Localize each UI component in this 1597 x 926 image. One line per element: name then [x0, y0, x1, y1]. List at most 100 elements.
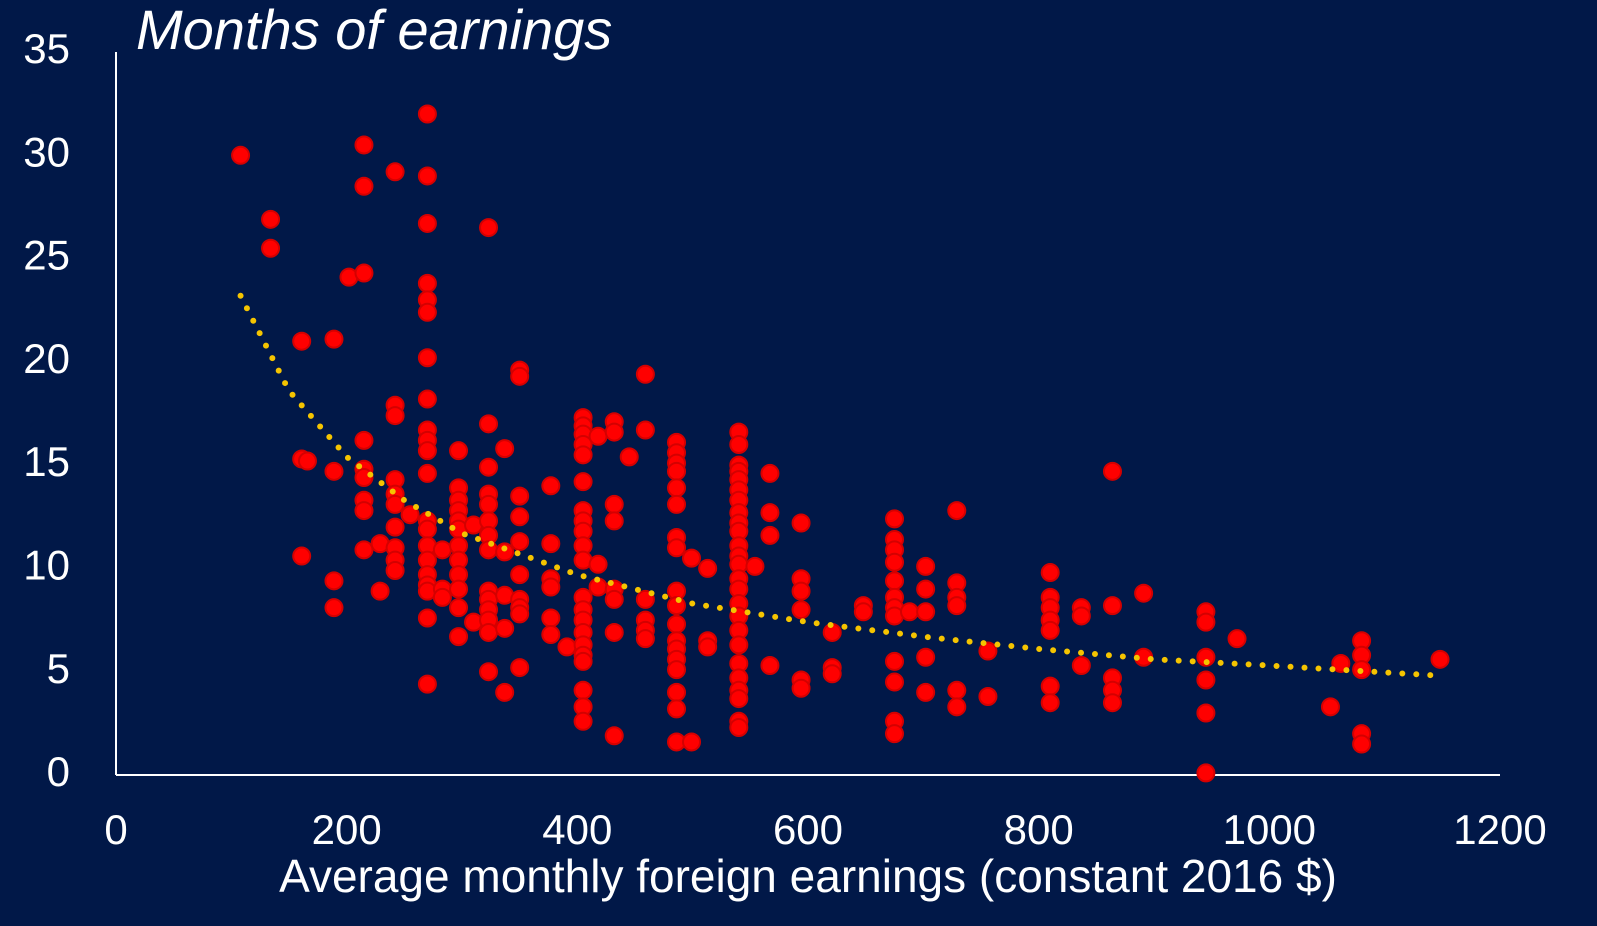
scatter-point	[495, 618, 515, 638]
scatter-point	[1227, 629, 1247, 649]
scatter-point	[1071, 656, 1091, 676]
scatter-point	[510, 658, 530, 678]
scatter-point	[791, 678, 811, 698]
scatter-point	[1320, 697, 1340, 717]
scatter-point	[885, 724, 904, 744]
scatter-point	[947, 501, 967, 521]
scatter-point	[745, 556, 765, 576]
x-tick-label: 0	[104, 806, 127, 853]
scatter-point	[573, 472, 593, 492]
scatter-point	[510, 604, 530, 624]
scatter-point	[635, 420, 655, 440]
scatter-point	[1196, 703, 1216, 723]
scatter-point	[729, 635, 749, 655]
scatter-point	[417, 463, 437, 483]
scatter-point	[573, 680, 593, 700]
scatter-point	[667, 461, 687, 481]
scatter-point	[1196, 670, 1216, 690]
scatter-point	[885, 552, 904, 572]
x-tick-label: 1200	[1453, 806, 1546, 853]
scatter-point	[510, 565, 530, 585]
scatter-point	[261, 238, 281, 258]
scatter-point	[667, 699, 687, 719]
scatter-point	[1102, 461, 1122, 481]
scatter-point	[449, 598, 469, 618]
scatter-point	[479, 414, 499, 434]
scatter-point	[479, 662, 499, 682]
scatter-point	[885, 571, 904, 591]
scatter-point	[417, 273, 437, 293]
scatter-point	[417, 441, 437, 461]
scatter-point	[479, 457, 499, 477]
x-tick-label: 400	[542, 806, 612, 853]
chart-title: Months of earnings	[136, 0, 612, 61]
scatter-point	[1102, 693, 1122, 713]
scatter-point	[541, 608, 561, 628]
scatter-point	[324, 461, 344, 481]
scatter-point	[292, 331, 312, 351]
scatter-point	[885, 651, 904, 671]
scatter-point	[432, 540, 452, 560]
scatter-point	[449, 579, 469, 599]
scatter-point	[667, 660, 687, 680]
scatter-point	[667, 538, 687, 558]
scatter-point	[667, 682, 687, 702]
scatter-point	[573, 445, 593, 465]
scatter-point	[495, 439, 515, 459]
y-tick-label: 15	[23, 438, 70, 485]
scatter-point	[791, 581, 811, 601]
x-tick-label: 800	[1004, 806, 1074, 853]
x-tick-label: 1000	[1223, 806, 1316, 853]
scatter-point	[1196, 763, 1216, 783]
scatter-point	[853, 602, 873, 622]
scatter-point	[385, 162, 405, 182]
x-tick-label: 600	[773, 806, 843, 853]
scatter-point	[541, 625, 561, 645]
scatter-point	[1040, 676, 1060, 696]
x-axis-label: Average monthly foreign earnings (consta…	[279, 850, 1337, 902]
scatter-point	[978, 641, 998, 661]
scatter-point	[1102, 596, 1122, 616]
scatter-point	[479, 218, 499, 238]
scatter-point	[667, 614, 687, 634]
scatter-point	[760, 656, 780, 676]
scatter-point	[417, 519, 437, 539]
y-tick-label: 0	[47, 748, 70, 795]
scatter-point	[297, 451, 317, 471]
scatter-point	[1196, 612, 1216, 632]
scatter-point	[292, 546, 312, 566]
scatter-point	[947, 697, 967, 717]
scatter-point	[604, 726, 624, 746]
y-tick-label: 35	[23, 25, 70, 72]
scatter-point	[231, 145, 251, 165]
scatter-point	[667, 494, 687, 514]
scatter-point	[354, 135, 374, 155]
scatter-point	[604, 589, 624, 609]
scatter-point	[541, 534, 561, 554]
scatter-point	[635, 629, 655, 649]
scatter-point	[916, 602, 936, 622]
scatter-point	[324, 598, 344, 618]
scatter-point	[417, 302, 437, 322]
scatter-point	[1040, 693, 1060, 713]
scatter-point	[557, 637, 577, 657]
scatter-point	[619, 447, 639, 467]
scatter-point	[417, 213, 437, 233]
scatter-point	[604, 511, 624, 531]
scatter-point	[947, 596, 967, 616]
scatter-point	[354, 540, 374, 560]
scatter-point	[354, 501, 374, 521]
scatter-point	[604, 422, 624, 442]
scatter-point	[479, 622, 499, 642]
scatter-point	[822, 664, 842, 684]
scatter-point	[760, 463, 780, 483]
scatter-point	[682, 732, 702, 752]
scatter-point	[916, 647, 936, 667]
trend-line	[237, 292, 1446, 679]
scatter-point	[370, 581, 390, 601]
scatter-point	[635, 364, 655, 384]
scatter-point	[899, 602, 919, 622]
scatter-point	[916, 556, 936, 576]
